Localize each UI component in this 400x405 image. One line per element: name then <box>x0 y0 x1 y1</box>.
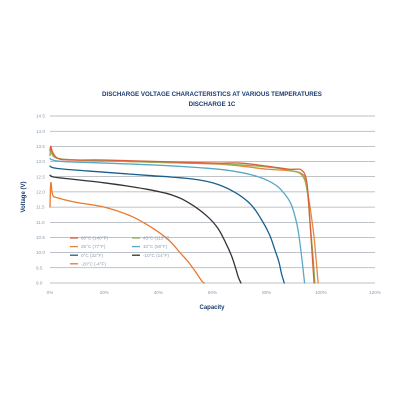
x-tick-label: 120% <box>369 290 381 295</box>
legend-label: 0°C (32°F) <box>81 253 103 258</box>
series-line-6 <box>49 181 206 284</box>
series-line-5 <box>49 174 242 284</box>
y-tick-label: 10.0 <box>36 250 45 255</box>
legend-label: -20°C (-4°F) <box>81 261 106 266</box>
y-tick-label: 13.0 <box>36 159 45 164</box>
y-tick-label: 11.5 <box>36 205 45 210</box>
x-tick-labels: 0% 20% 40% 60% 80% 100% 120% <box>47 290 381 295</box>
series-line-3 <box>49 157 306 284</box>
x-tick-label: 80% <box>262 290 271 295</box>
x-tick-label: 0% <box>47 290 54 295</box>
legend-label: 10°C (50°F) <box>143 244 168 249</box>
x-tick-label: 60% <box>208 290 217 295</box>
legend: 60°C (140°F) 45°C (113°F) 25°C (77°F) 10°C … <box>70 236 170 266</box>
x-tick-label: 100% <box>315 290 327 295</box>
series-line-4 <box>49 165 285 284</box>
y-tick-label: 9.0 <box>36 281 43 286</box>
y-tick-label: 12.5 <box>36 174 45 179</box>
legend-label: 60°C (140°F) <box>81 236 108 241</box>
y-tick-label: 11.0 <box>36 220 45 225</box>
series-line-0 <box>49 145 315 284</box>
y-tick-label: 13.5 <box>36 144 45 149</box>
grid-lines <box>50 115 375 284</box>
chart-subtitle: DISCHARGE 1C <box>189 101 236 108</box>
y-tick-label: 14.5 <box>36 114 45 119</box>
legend-label: -10°C (14°F) <box>143 253 169 258</box>
y-tick-label: 9.5 <box>36 265 43 270</box>
legend-label: 25°C (77°F) <box>81 244 106 249</box>
y-tick-labels: 9.0 9.5 10.0 10.5 11.0 11.5 12.0 12.5 13.0 13.5 14… <box>36 114 45 286</box>
x-tick-label: 40% <box>154 290 163 295</box>
y-tick-label: 10.5 <box>36 235 45 240</box>
chart-title: DISCHARGE VOLTAGE CHARACTERISTICS AT VAR… <box>102 91 322 98</box>
y-tick-label: 12.0 <box>36 190 45 195</box>
legend-label: 45°C (113°F) <box>143 236 170 241</box>
y-tick-label: 14.0 <box>36 129 45 134</box>
x-axis-label: Capacity <box>199 305 225 311</box>
series-lines <box>49 145 319 284</box>
y-axis-label: Voltage (V) <box>21 182 27 213</box>
x-tick-label: 20% <box>100 290 109 295</box>
